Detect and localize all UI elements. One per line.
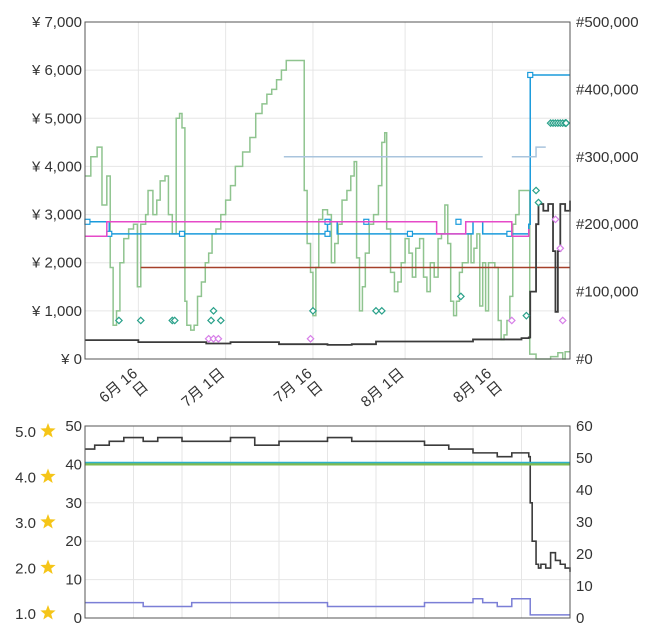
offer-diamond [556,244,565,253]
offer-diamond [561,119,571,128]
rank-tick-label: 50 [65,418,82,435]
offer-diamond [377,306,386,315]
count-tick-label: #400,000 [576,81,639,98]
rank-rating-panel: 0 10 20 30 40 50 0 10 20 30 40 50 60 1.0 2.0 3.0 4.0 5.… [15,418,593,627]
rank-tick-label: 40 [65,456,82,473]
rating-axis: 1.0 2.0 3.0 4.0 5.0 [15,423,56,623]
count-axis-right: #0 #100,000 #200,000 #300,000 #400,000 #500,0… [576,14,639,368]
date-tick: 8月 16日 [450,365,506,406]
star-icon [40,423,56,438]
offer-diamond [507,316,516,325]
rank-tick-label: 10 [65,572,82,589]
rank-rating-series [85,436,571,616]
offer-diamond [308,306,317,315]
rank-right-tick-label: 20 [576,546,593,563]
series-rating [85,598,570,616]
price-tick-label: ¥ 0 [60,351,82,368]
star-icon [40,559,56,574]
price-tick-label: ¥ 3,000 [31,207,82,224]
rank-right-tick-label: 60 [576,418,593,435]
offer-diamond [114,316,123,325]
date-tick-label: 8月 1日 [358,365,408,411]
price-series [84,59,571,360]
offer-diamond [306,334,315,343]
offer-diamond [170,316,179,325]
count-tick-label: #500,000 [576,14,639,31]
price-plot-frame [84,21,571,360]
date-tick: 8月 1日 [358,365,408,411]
series-used [85,221,530,237]
star-icon [40,514,56,529]
series-new_price [85,59,570,360]
marker-amazon [406,230,414,237]
date-tick: 6月 16日 [96,365,152,406]
rank-tick-label: 0 [74,610,82,627]
price-tick-label: ¥ 5,000 [31,110,82,127]
count-tick-label: #200,000 [576,216,639,233]
star-icon [40,468,56,483]
date-tick-label: 7月 1日 [178,365,228,411]
offer-diamond [522,311,531,320]
marker-amazon [324,230,331,237]
offer-diamond [136,316,145,325]
date-axis: 6月 16日 7月 1日 7月 16日 8月 1日 8月 16日 [96,365,506,411]
rank-right-tick-label: 0 [576,610,584,627]
price-tick-label: ¥ 4,000 [31,158,82,175]
rank-tick-label: 30 [65,495,82,512]
rank-plot-frame [84,425,571,619]
star-icon [40,605,56,620]
marker-amazon [84,218,91,225]
offer-markers [114,119,571,343]
offer-diamond [209,306,218,315]
rank-right-tick-label: 10 [576,578,593,595]
offer-diamond [456,292,465,301]
marker-amazon [178,230,186,237]
rank-right-tick-label: 30 [576,514,593,531]
offer-diamond [532,186,541,195]
date-tick: 7月 16日 [271,365,327,406]
rank-axis-left: 0 10 20 30 40 50 [65,418,82,627]
rating-label: 5.0 [15,424,36,441]
count-tick-label: #100,000 [576,284,639,301]
price-tick-label: ¥ 6,000 [31,62,82,79]
series-list_price-segment [511,146,546,158]
rating-label: 4.0 [15,470,36,487]
offer-diamond [551,215,560,224]
count-tick-label: #300,000 [576,149,639,166]
offer-diamond [534,198,543,207]
offer-diamond [207,316,216,325]
offer-diamond [558,316,567,325]
price-tick-label: ¥ 2,000 [31,255,82,272]
price-tick-label: ¥ 1,000 [31,303,82,320]
marker-amazon [455,218,462,225]
price-grid [85,21,570,360]
rank-right-tick-label: 40 [576,482,593,499]
offer-diamond [214,334,223,343]
rank-right-tick-label: 50 [576,450,593,467]
count-tick-label: #0 [576,351,593,368]
date-tick: 7月 1日 [178,365,228,411]
price-history-panel: ¥ 0 ¥ 1,000 ¥ 2,000 ¥ 3,000 ¥ 4,000 ¥ 5,000 ¥ … [31,14,639,411]
rating-label: 2.0 [15,561,36,578]
rank-axis-right: 0 10 20 30 40 50 60 [576,418,593,627]
price-tick-label: ¥ 7,000 [31,14,82,31]
marker-amazon [527,71,534,79]
series-sales_rank [85,436,571,572]
rating-label: 1.0 [15,606,36,623]
series-sales_rank [85,200,571,346]
rating-label: 3.0 [15,515,36,532]
price-axis-left: ¥ 0 ¥ 1,000 ¥ 2,000 ¥ 3,000 ¥ 4,000 ¥ 5,000 ¥ … [31,14,82,368]
offer-diamond [371,306,381,315]
rank-tick-label: 20 [65,533,82,550]
offer-diamond [216,316,225,325]
